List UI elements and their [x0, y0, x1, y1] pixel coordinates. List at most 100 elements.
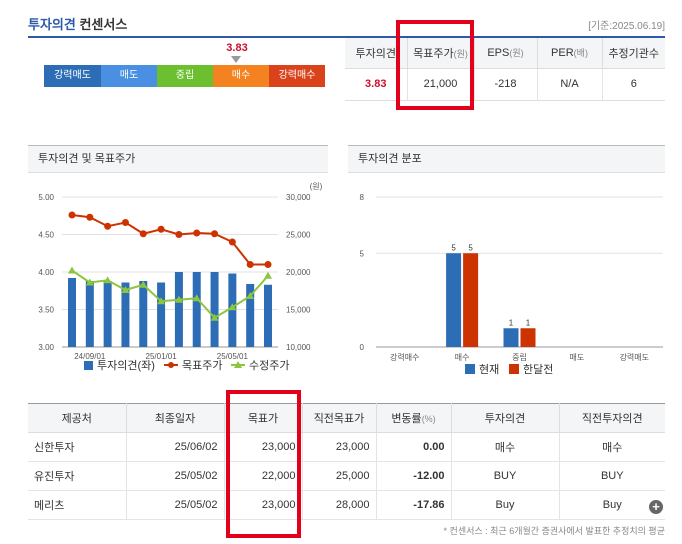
broker-target: 22,000	[223, 461, 302, 491]
adjusted-price-point	[264, 271, 272, 279]
meter-segment-strong-sell: 강력매도	[44, 65, 101, 87]
broker-name: 신한투자	[28, 432, 126, 462]
adjusted-price-point	[228, 303, 237, 311]
adjusted-price-point	[210, 313, 219, 321]
y-tick-label: 0	[360, 343, 365, 352]
consensus-per-value: N/A	[536, 68, 602, 101]
more-button[interactable]: +	[649, 500, 663, 514]
legend-current-swatch	[465, 364, 475, 374]
opinion-bar	[246, 284, 255, 347]
meter-segment-strong-buy: 강력매수	[269, 65, 325, 87]
x-tick-label: 24/09/01	[74, 352, 106, 361]
broker-prev-opinion: 매수	[558, 432, 665, 462]
broker-change: -17.86	[375, 490, 451, 520]
bar-value-label: 5	[451, 243, 456, 252]
right-axis-unit: (원)	[310, 182, 323, 191]
broker-change: 0.00	[375, 432, 451, 462]
broker-change: -12.00	[375, 461, 451, 491]
broker-opinion: 매수	[450, 432, 559, 462]
opinion-bar	[157, 282, 166, 347]
meter-segment-neutral: 중립	[157, 65, 213, 87]
target-price-point	[264, 261, 272, 268]
opinion-meter: 3.83 강력매도 매도 중립 매수 강력매수	[44, 42, 325, 88]
opinion-bar	[85, 281, 94, 347]
broker-header-provider: 제공처	[28, 403, 126, 433]
broker-date: 25/05/02	[125, 490, 224, 520]
broker-date: 25/06/02	[125, 432, 224, 462]
opinion-target-chart: (원) 5.00 4.50 4.00 3.50 3.00 30,000 25,000 20,00…	[38, 182, 323, 372]
x-tick-label: 25/01/01	[146, 352, 178, 361]
target-price-point	[175, 231, 183, 238]
target-price-line	[71, 214, 268, 266]
adjusted-price-point	[246, 292, 255, 299]
y-tick-label: 8	[360, 193, 365, 202]
x-tick-label: 중립	[512, 353, 527, 362]
legend-opinion-swatch	[84, 361, 93, 370]
broker-header-date: 최종일자	[125, 403, 224, 433]
target-price-point	[193, 229, 201, 237]
legend-target-label: 목표주가	[182, 359, 222, 372]
consensus-opinion-value: 3.83	[345, 68, 407, 101]
opinion-bar	[68, 278, 76, 347]
broker-header-opinion: 투자의견	[450, 403, 559, 433]
opinion-bar	[121, 282, 130, 347]
x-tick-label: 25/05/01	[217, 352, 249, 361]
broker-prev-opinion: Buy	[558, 490, 665, 520]
adjusted-price-point	[174, 295, 183, 303]
x-tick-label: 강력매수	[390, 352, 419, 362]
legend-opinion-label: 투자의견(좌)	[97, 359, 155, 372]
target-price-point	[139, 230, 147, 238]
consensus-header-opinion: 투자의견	[345, 38, 407, 69]
opinion-bar	[210, 272, 219, 347]
target-price-point	[121, 219, 129, 226]
consensus-header-target: 목표주가(원)	[406, 38, 474, 69]
x-tick-label: 매수	[455, 353, 470, 362]
adjusted-price-point	[121, 286, 130, 293]
current-bar	[503, 328, 519, 347]
y-left-tick-label: 3.50	[38, 306, 54, 315]
section-title-main: 투자의견	[28, 17, 76, 32]
footnote: * 컨센서스 : 최근 6개월간 증권사에서 발표한 추정치의 평균	[443, 526, 665, 536]
table-row: 메리츠 25/05/02 23,000 28,000 -17.86 Buy Bu…	[28, 490, 665, 520]
y-left-tick-label: 4.00	[38, 268, 54, 277]
bar-value-label: 1	[509, 318, 514, 327]
legend-current-label: 현재	[479, 363, 499, 376]
consensus-eps-value: -218	[473, 68, 537, 101]
consensus-count-value: 6	[601, 68, 665, 101]
adjusted-price-point	[103, 276, 112, 284]
broker-header-prev-opinion: 직전투자의견	[558, 403, 665, 433]
broker-prev-target: 23,000	[301, 432, 376, 462]
consensus-target-value: 21,000	[406, 68, 474, 101]
meter-segment-sell: 매도	[101, 65, 157, 87]
broker-name: 유진투자	[28, 461, 126, 491]
current-bar	[446, 253, 462, 347]
section-title-sub: 컨센서스	[79, 17, 128, 32]
broker-date: 25/05/02	[125, 461, 224, 491]
target-price-point	[228, 238, 236, 246]
y-right-tick-label: 30,000	[286, 193, 311, 202]
opinion-bar	[264, 284, 272, 347]
x-tick-label: 강력매도	[620, 352, 649, 362]
adjusted-price-point	[139, 280, 148, 288]
broker-prev-opinion: BUY	[558, 461, 665, 491]
bar-value-label: 1	[526, 318, 531, 327]
month-ago-bar	[520, 328, 536, 347]
broker-target: 23,000	[223, 490, 302, 520]
meter-score: 3.83	[226, 42, 248, 54]
target-price-point	[211, 230, 219, 238]
section-title: 투자의견 컨센서스	[28, 14, 127, 33]
bar-value-label: 5	[468, 243, 473, 252]
month-ago-bar	[463, 253, 479, 347]
y-right-tick-label: 10,000	[286, 343, 311, 352]
adjusted-price-point	[68, 266, 76, 274]
adjusted-price-point	[157, 297, 166, 305]
opinion-bar	[103, 281, 112, 347]
consensus-table: 투자의견 목표주가(원) EPS(원) PER(배) 추정기관수 3.83 21…	[345, 38, 665, 101]
broker-prev-target: 28,000	[301, 490, 376, 520]
broker-prev-target: 25,000	[301, 461, 376, 491]
meter-bar: 강력매도 매도 중립 매수 강력매수	[44, 65, 325, 87]
chart-right-title: 투자의견 분포	[348, 145, 665, 173]
target-price-point	[157, 225, 165, 233]
opinion-bar	[139, 281, 148, 347]
opinion-bar	[192, 272, 201, 347]
